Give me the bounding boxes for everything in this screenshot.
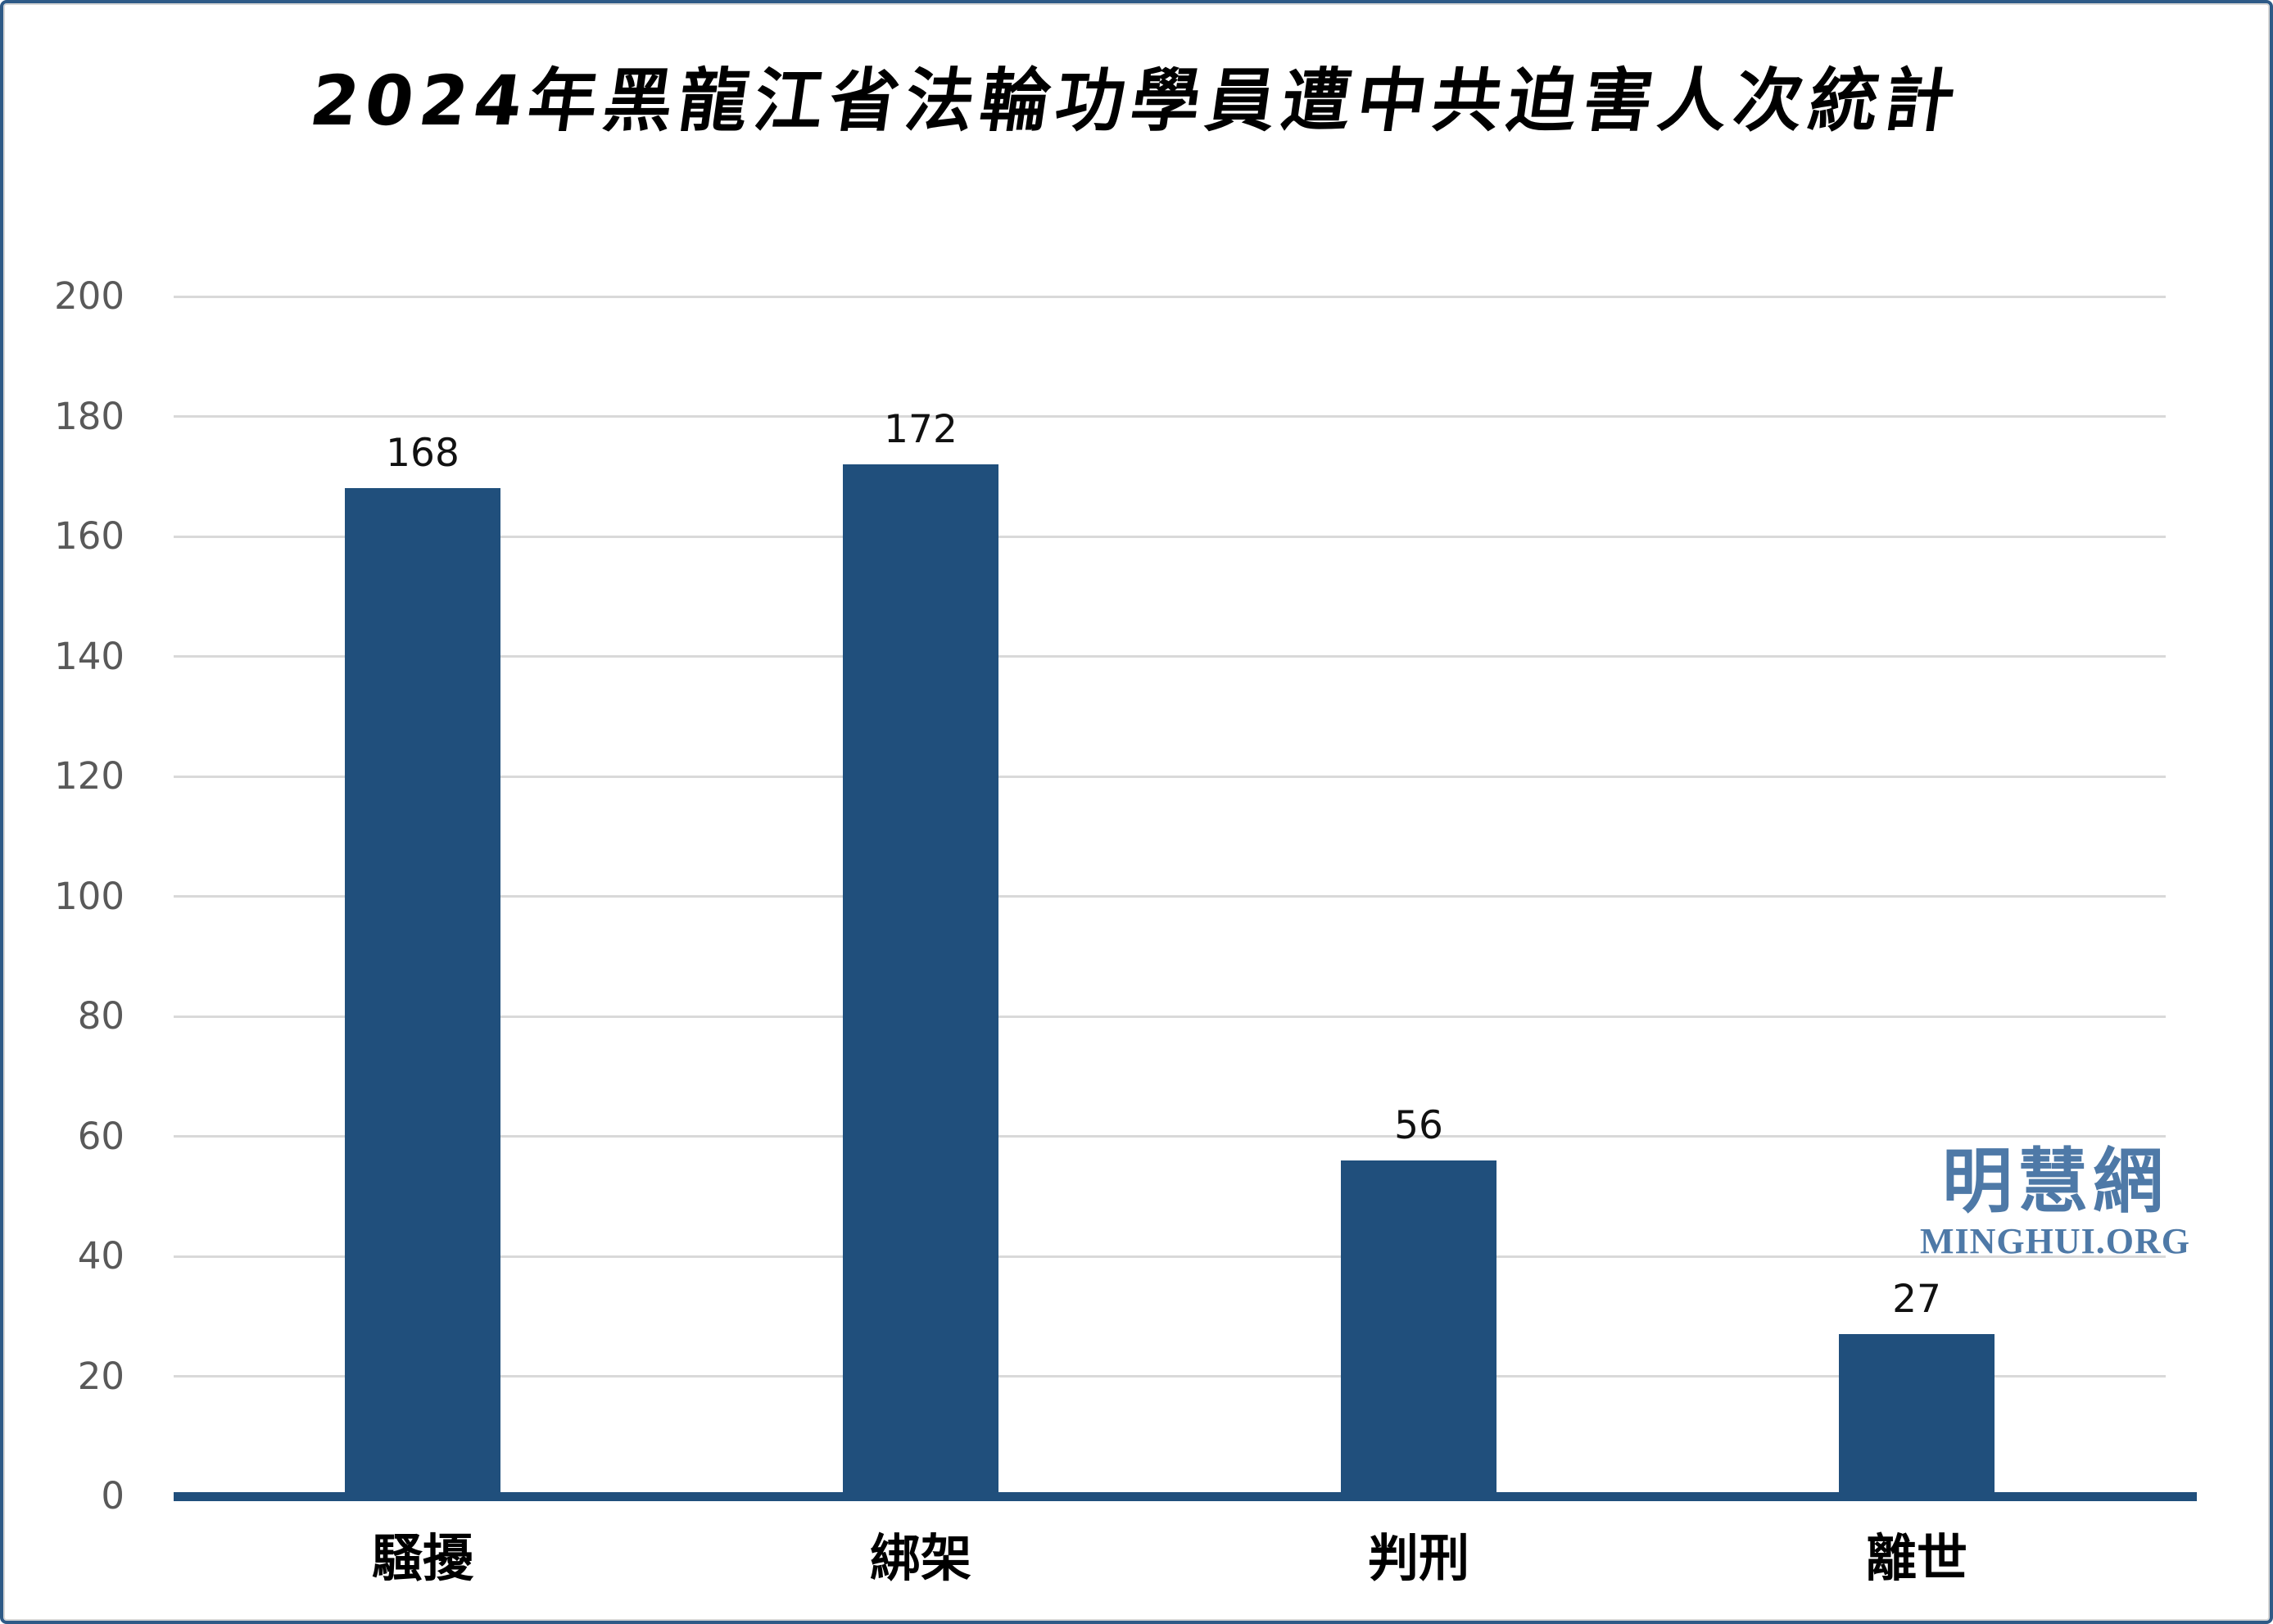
y-tick-label: 60	[77, 1114, 125, 1158]
y-tick-label: 200	[54, 274, 125, 318]
y-tick-label: 40	[77, 1234, 125, 1278]
gridline	[174, 775, 2166, 778]
bar-value-label: 56	[1394, 1103, 1443, 1148]
y-tick-label: 140	[54, 634, 125, 678]
x-category-label: 綁架	[869, 1528, 971, 1588]
bar-4	[1839, 1334, 1995, 1496]
gridline	[174, 895, 2166, 898]
y-tick-label: 100	[54, 874, 125, 918]
minghui-watermark: 明慧網 MINGHUI.ORG	[1920, 1143, 2190, 1261]
gridline	[174, 1135, 2166, 1138]
x-category-label: 判刑	[1367, 1528, 1469, 1588]
watermark-logo-cn: 明慧網	[1942, 1141, 2168, 1223]
chart-title: 2024年黑龍江省法輪功學員遭中共迫害人次統計	[305, 61, 1967, 141]
y-tick-label: 160	[54, 514, 125, 558]
x-category-label: 離世	[1865, 1528, 1967, 1588]
y-tick-label: 180	[54, 394, 125, 438]
y-tick-label: 120	[54, 754, 125, 798]
bar-value-label: 172	[884, 407, 958, 452]
gridline	[174, 1255, 2166, 1258]
x-category-label: 騷擾	[371, 1528, 473, 1588]
gridline	[174, 1375, 2166, 1377]
y-tick-label: 80	[77, 994, 125, 1038]
bar-3	[1341, 1160, 1496, 1496]
gridline	[174, 1015, 2166, 1018]
gridline	[174, 535, 2166, 538]
bar-2	[843, 464, 998, 1496]
y-tick-label: 0	[101, 1474, 125, 1518]
gridline	[174, 655, 2166, 658]
watermark-logo-en: MINGHUI.ORG	[1920, 1221, 2190, 1261]
gridline	[174, 415, 2166, 418]
bar-value-label: 168	[386, 431, 460, 476]
y-tick-label: 20	[77, 1354, 125, 1398]
gridline	[174, 295, 2166, 298]
bar-1	[345, 488, 500, 1496]
x-axis-line	[174, 1492, 2197, 1501]
bar-value-label: 27	[1892, 1277, 1941, 1322]
